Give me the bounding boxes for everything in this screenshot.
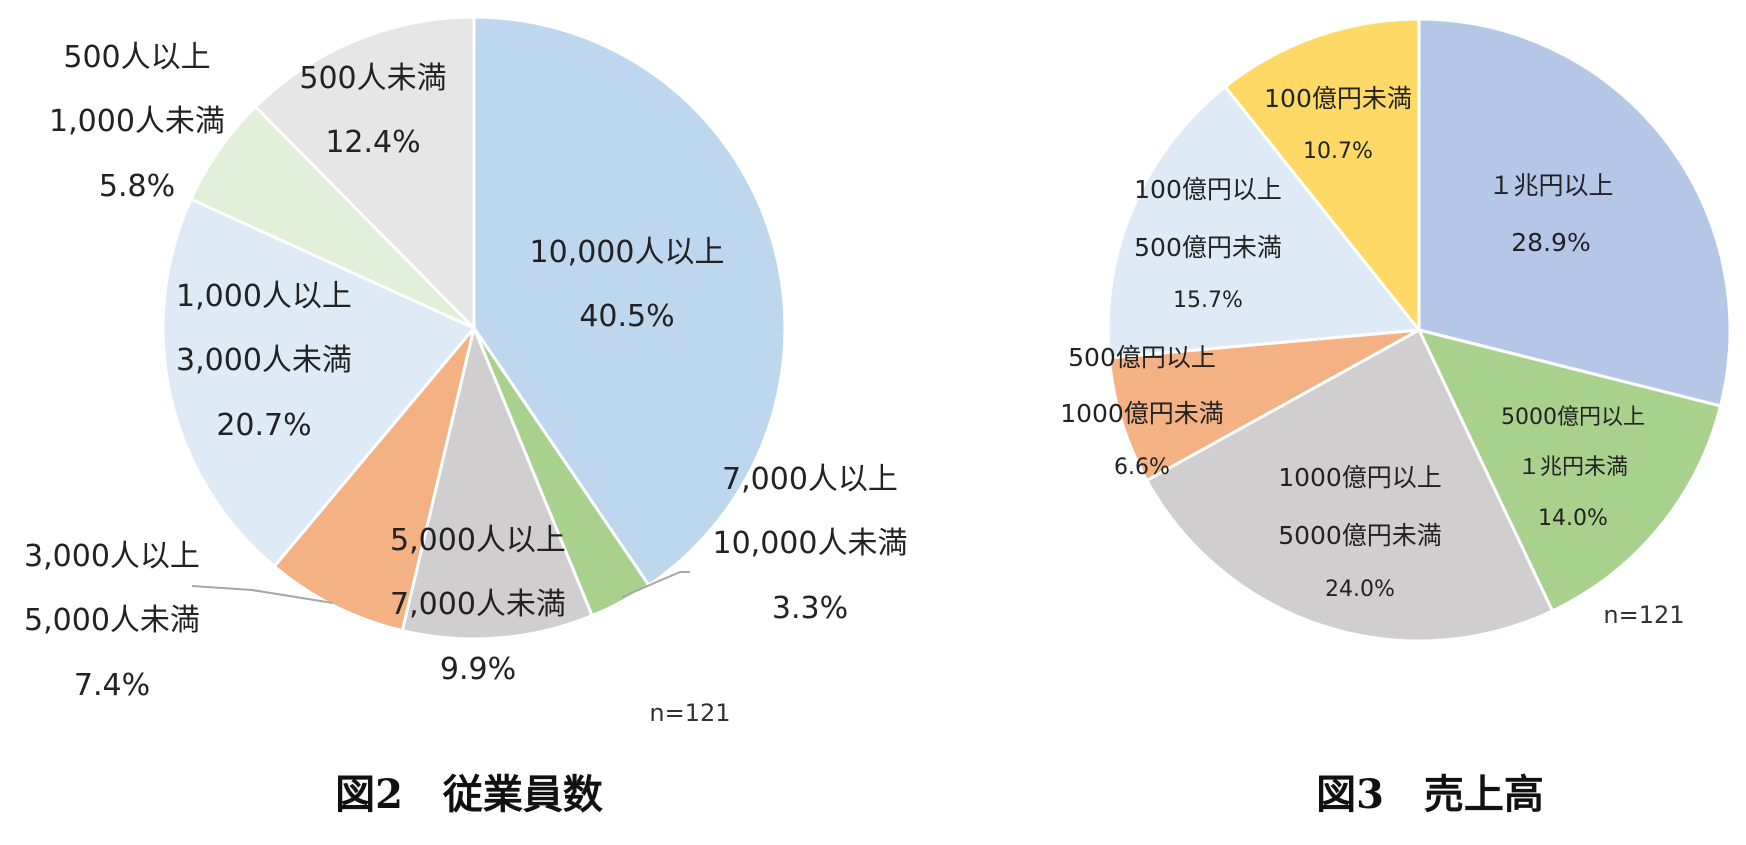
slice-value-under-100oku: 10.7%	[1303, 139, 1373, 164]
pie-slice-2	[1144, 327, 1555, 643]
pie-slices	[1106, 17, 1732, 643]
pie-slice-1	[1416, 327, 1723, 613]
slice-label-1000-3000-line2: 3,000人未満	[176, 343, 352, 378]
pie-slice-0	[472, 15, 787, 588]
pie-slice-3	[1107, 328, 1420, 483]
slice-label-1000-5000oku-line2: 5000億円未満	[1278, 521, 1442, 550]
pie-slice-4	[1106, 84, 1422, 360]
slice-label-5000oku-1cho-line1: 5000億円以上	[1501, 405, 1645, 430]
pie-slice-3	[272, 327, 476, 633]
slice-label-7000-10000-line2: 10,000人未満	[713, 526, 908, 561]
slice-value-1000-3000: 20.7%	[216, 408, 311, 443]
slice-value-5000oku-1cho: 14.0%	[1538, 506, 1608, 531]
pie-slice-5	[1223, 17, 1421, 335]
slice-label-100-500oku-line1: 100億円以上	[1134, 175, 1282, 204]
leader-line-7000-10000	[621, 571, 690, 598]
slice-value-500-1000: 5.8%	[99, 169, 175, 204]
slice-label-500-1000oku-line2: 1000億円未満	[1060, 399, 1224, 428]
slice-value-1000-5000oku: 24.0%	[1325, 577, 1395, 602]
pie-slices	[161, 15, 787, 641]
pie-slice-6	[253, 15, 476, 332]
pie-slice-4	[161, 197, 477, 569]
leader-line-3000-5000	[191, 585, 334, 604]
pie-chart-sales: １兆円以上 28.9% 5000億円以上 １兆円未満 14.0% 1000億円以…	[1060, 17, 1732, 818]
slice-value-1cho-plus: 28.9%	[1511, 228, 1590, 257]
slice-label-100-500oku-line2: 500億円未満	[1134, 233, 1282, 262]
pie-slice-2	[400, 323, 595, 641]
slice-label-500-1000-line1: 500人以上	[63, 40, 210, 75]
slice-value-500-1000oku: 6.6%	[1114, 455, 1170, 480]
slice-value-3000-5000: 7.4%	[74, 668, 150, 703]
chart-title-employees: 図2 従業員数	[335, 771, 603, 818]
slice-label-5000-7000-line2: 7,000人未満	[390, 587, 566, 622]
slice-value-10000-plus: 40.5%	[579, 299, 674, 334]
slice-label-3000-5000-line1: 3,000人以上	[24, 539, 200, 574]
slice-label-1000-3000-line1: 1,000人以上	[176, 279, 352, 314]
slice-label-7000-10000-line1: 7,000人以上	[722, 462, 898, 497]
slice-label-10000-plus: 10,000人以上	[530, 235, 725, 270]
slice-label-1cho-plus: １兆円以上	[1488, 171, 1613, 200]
slice-label-under-500: 500人未満	[299, 61, 446, 96]
slice-value-under-500: 12.4%	[325, 125, 420, 160]
slice-value-5000-7000: 9.9%	[440, 652, 516, 687]
slice-label-5000oku-1cho-line2: １兆円未満	[1518, 455, 1628, 480]
sample-size-note: n=121	[649, 699, 730, 727]
slice-value-100-500oku: 15.7%	[1173, 288, 1243, 313]
slice-label-3000-5000-line2: 5,000人未満	[24, 603, 200, 638]
sample-size-note: n=121	[1603, 601, 1684, 629]
slice-label-5000-7000-line1: 5,000人以上	[390, 523, 566, 558]
chart-title-sales: 図3 売上高	[1316, 771, 1544, 818]
slice-value-7000-10000: 3.3%	[772, 591, 848, 626]
pie-chart-employees: 10,000人以上 40.5% 7,000人以上 10,000人未満 3.3% …	[24, 15, 908, 818]
pie-slice-0	[1417, 17, 1732, 408]
slice-label-500-1000oku-line1: 500億円以上	[1068, 343, 1216, 372]
slice-label-under-100oku: 100億円未満	[1264, 84, 1412, 113]
slice-label-1000-5000oku-line1: 1000億円以上	[1278, 463, 1442, 492]
slice-label-500-1000-line2: 1,000人未満	[49, 104, 225, 139]
